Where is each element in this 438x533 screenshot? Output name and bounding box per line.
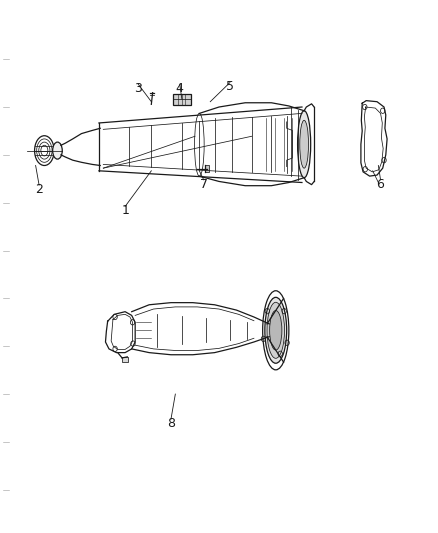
FancyBboxPatch shape	[173, 94, 191, 105]
FancyBboxPatch shape	[205, 165, 208, 172]
Text: 5: 5	[226, 80, 234, 93]
Text: 8: 8	[167, 417, 175, 430]
Text: 4: 4	[176, 82, 184, 95]
Ellipse shape	[265, 297, 287, 364]
FancyBboxPatch shape	[122, 357, 128, 362]
Text: 3: 3	[134, 82, 142, 95]
Text: 2: 2	[35, 183, 43, 196]
Ellipse shape	[300, 120, 308, 168]
Ellipse shape	[53, 142, 62, 159]
Text: 7: 7	[200, 177, 208, 191]
Ellipse shape	[270, 311, 282, 350]
Ellipse shape	[267, 302, 285, 358]
Text: 6: 6	[377, 177, 385, 191]
Ellipse shape	[297, 111, 311, 177]
Text: 1: 1	[121, 204, 129, 217]
